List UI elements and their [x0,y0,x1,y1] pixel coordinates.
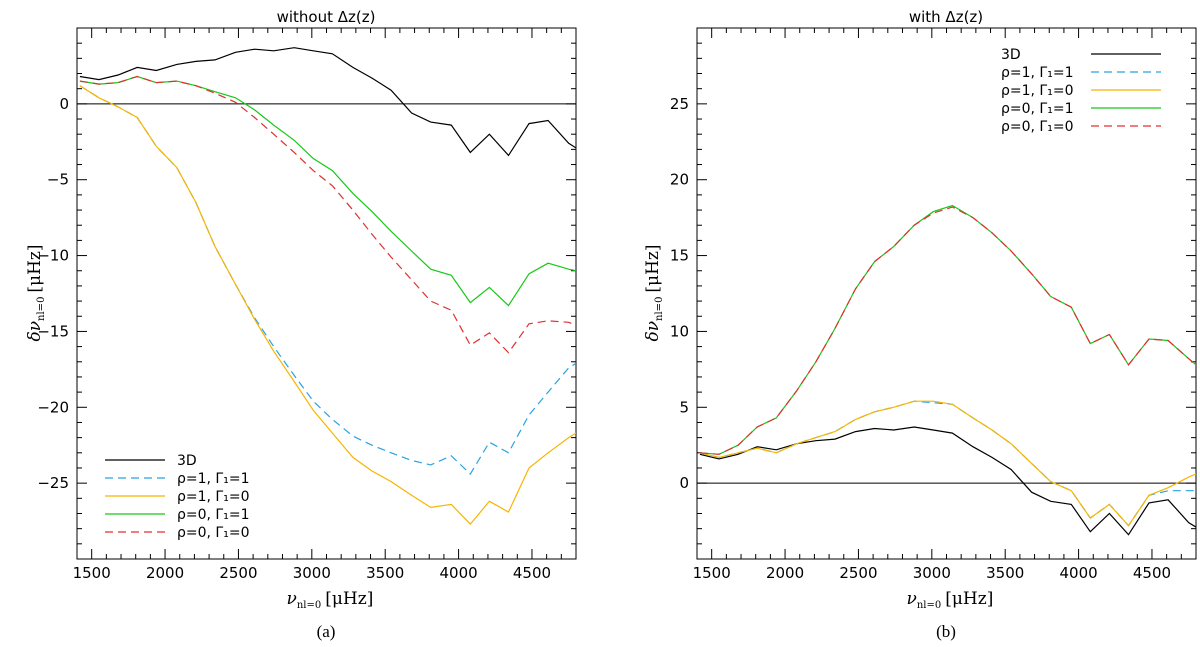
y-tick-label: 0 [59,95,69,113]
series-line--1-0 [79,85,576,525]
x-tick-label: 3000 [293,564,331,582]
y-tick-label: 20 [670,171,689,189]
legend-label: ρ=1, Γ₁=1 [1001,65,1073,81]
legend-label: ρ=0, Γ₁=0 [177,525,249,541]
legend: 3D ρ=1, Γ₁=1 ρ=1, Γ₁=0 ρ=0, Γ₁=1 ρ=0, Γ₁=0 [105,453,249,541]
legend-label: ρ=0, Γ₁=1 [1001,101,1073,117]
panel-a: without Δz(z) 1500 2000 2500 3000 3500 4000 45… [25,8,577,641]
x-tick-label: 2000 [146,564,184,582]
x-tick-label: 3000 [913,564,951,582]
legend-label: ρ=1, Γ₁=0 [177,489,249,505]
axis-ticks: 1500 2000 2500 3000 3500 4000 4500 0 5 10 15 20 25 [670,28,1197,582]
series-line--0-0 [79,75,576,354]
y-tick-label: 0 [679,474,689,492]
y-tick-label: −10 [37,247,69,265]
legend-label: ρ=0, Γ₁=1 [177,507,249,523]
series-line--1-1 [699,400,1196,527]
x-tick-label: 3500 [366,564,404,582]
caption-a: (a) [317,622,336,641]
y-axis-label: δνnl=0[μHz] [643,244,665,341]
x-tick-label: 4000 [439,564,477,582]
y-tick-label: −20 [37,398,69,416]
y-tick-label: −15 [37,322,69,340]
series-line--0-1 [79,75,576,307]
y-tick-label: −25 [37,474,69,492]
legend: 3D ρ=1, Γ₁=1 ρ=1, Γ₁=0 ρ=0, Γ₁=1 ρ=0, Γ₁=0 [1001,47,1161,135]
series-line--1-0 [699,400,1196,527]
x-tick-label: 3500 [986,564,1024,582]
series-line-3D [79,47,576,157]
legend-label: 3D [177,453,197,469]
chart-title: without Δz(z) [277,8,376,26]
y-tick-label: 15 [670,247,689,265]
series-line-3D [699,426,1196,536]
caption-b: (b) [936,622,956,641]
y-tick-label: 10 [670,322,689,340]
legend-label: ρ=0, Γ₁=0 [1001,119,1073,135]
series-lines [697,204,1196,536]
series-lines [77,47,576,525]
x-axis-label: νnl=0 [μHz] [287,589,374,611]
chart-title: with Δz(z) [909,8,983,26]
x-tick-label: 4500 [1133,564,1171,582]
x-tick-label: 2000 [766,564,804,582]
x-tick-label: 4500 [513,564,551,582]
x-tick-label: 1500 [73,564,111,582]
legend-label: ρ=1, Γ₁=1 [177,471,249,487]
legend-label: ρ=1, Γ₁=0 [1001,83,1073,99]
x-axis-label: νnl=0 [μHz] [907,589,994,611]
series-line--0-1 [699,204,1196,455]
y-axis-label: δνnl=0[μHz] [25,244,47,341]
x-tick-label: 2500 [839,564,877,582]
axis-ticks: 1500 2000 2500 3000 3500 4000 4500 −25 −20 −15 −10… [37,28,577,582]
plot-frame [76,27,577,560]
x-tick-label: 4000 [1059,564,1097,582]
y-tick-label: 5 [679,398,689,416]
y-tick-label: −5 [47,171,69,189]
legend-label: 3D [1001,47,1021,63]
panel-b: with Δz(z) 1500 2000 2500 3000 3500 4000 4500 0… [643,8,1197,641]
y-tick-label: 25 [670,95,689,113]
x-tick-label: 2500 [219,564,257,582]
x-tick-label: 1500 [693,564,731,582]
series-line--0-0 [699,206,1196,455]
